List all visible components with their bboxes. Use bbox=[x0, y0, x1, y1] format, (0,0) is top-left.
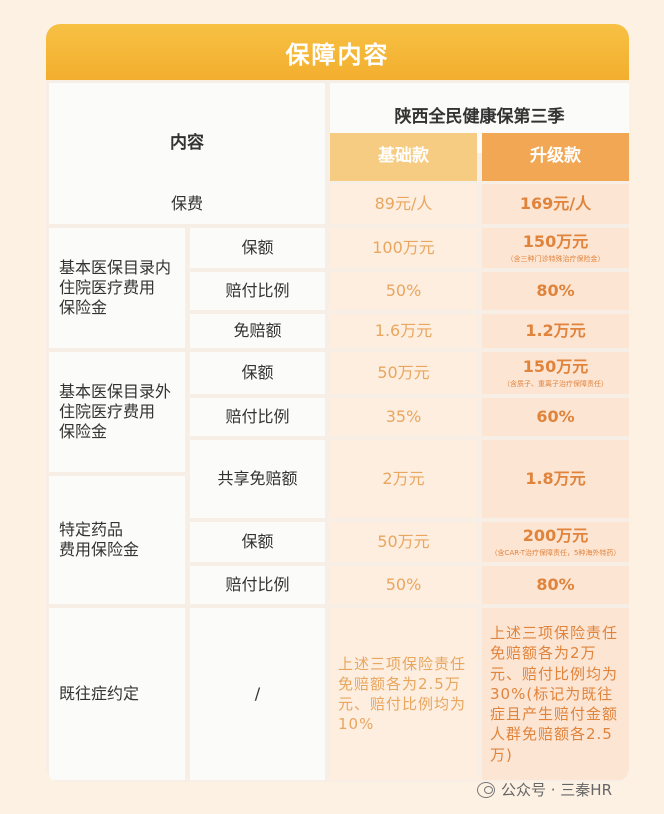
section1-coverage-upgrade-note: （含三种门诊特殊治疗保险金） bbox=[506, 255, 605, 264]
shared-deductible-label: 共享免赔额 bbox=[190, 440, 325, 518]
premium-upgrade: 169元/人 bbox=[482, 184, 629, 224]
header-upgrade-plan: 升级款 bbox=[482, 133, 629, 181]
section3-coverage-label: 保额 bbox=[190, 522, 325, 562]
section1-label: 基本医保目录内 住院医疗费用 保险金 bbox=[49, 228, 185, 348]
watermark-text: 公众号 · 三秦HR bbox=[501, 781, 613, 799]
preexisting-upgrade-text: 上述三项保险责任免赔额各为2万元、赔付比例均为30%(标记为既往症且产生赔付金额… bbox=[490, 624, 619, 764]
premium-basic: 89元/人 bbox=[330, 184, 477, 224]
section1-deductible-label: 免赔额 bbox=[190, 314, 325, 348]
section2-coverage-label: 保额 bbox=[190, 352, 325, 394]
section1-coverage-basic: 100万元 bbox=[330, 228, 477, 268]
shared-deductible-upgrade: 1.8万元 bbox=[482, 440, 629, 518]
section3-ratio-upgrade: 80% bbox=[482, 566, 629, 604]
section1-coverage-upgrade: 150万元 （含三种门诊特殊治疗保险金） bbox=[482, 228, 629, 268]
section2-coverage-basic: 50万元 bbox=[330, 352, 477, 394]
section2-ratio-upgrade: 60% bbox=[482, 398, 629, 436]
section3-coverage-basic: 50万元 bbox=[330, 522, 477, 562]
section3-ratio-basic: 50% bbox=[330, 566, 477, 604]
preexisting-basic-text: 上述三项保险责任免赔额各为2.5万元、赔付比例均为10% bbox=[338, 654, 467, 734]
preexisting-sub: / bbox=[190, 608, 325, 780]
coverage-card: 保障内容 内容 陕西全民健康保第三季 基础款 升级款 保费 89元/人 169元… bbox=[46, 24, 629, 782]
section2-coverage-upgrade-note: （含质子、重离子治疗保障责任） bbox=[503, 380, 608, 389]
section1-ratio-upgrade: 80% bbox=[482, 272, 629, 310]
section2-coverage-upgrade-value: 150万元 bbox=[522, 357, 589, 377]
section3-ratio-label: 赔付比例 bbox=[190, 566, 325, 604]
section2-label: 基本医保目录外 住院医疗费用 保险金 bbox=[49, 352, 185, 472]
section3-label: 特定药品 费用保险金 bbox=[49, 476, 185, 604]
wechat-icon bbox=[477, 781, 495, 798]
premium-label: 保费 bbox=[49, 184, 325, 224]
header-basic-plan: 基础款 bbox=[330, 133, 477, 181]
preexisting-upgrade: 上述三项保险责任免赔额各为2万元、赔付比例均为30%(标记为既往症且产生赔付金额… bbox=[482, 608, 629, 780]
shared-deductible-basic: 2万元 bbox=[330, 440, 477, 518]
section3-coverage-upgrade: 200万元 （含CAR-T治疗保障责任，5种海外特药） bbox=[482, 522, 629, 562]
section1-coverage-label: 保额 bbox=[190, 228, 325, 268]
section1-ratio-basic: 50% bbox=[330, 272, 477, 310]
section3-coverage-upgrade-value: 200万元 bbox=[522, 526, 589, 546]
preexisting-basic: 上述三项保险责任免赔额各为2.5万元、赔付比例均为10% bbox=[330, 608, 477, 780]
page-title: 保障内容 bbox=[46, 24, 629, 80]
section1-deductible-upgrade: 1.2万元 bbox=[482, 314, 629, 348]
section2-ratio-basic: 35% bbox=[330, 398, 477, 436]
section1-deductible-basic: 1.6万元 bbox=[330, 314, 477, 348]
section2-ratio-label: 赔付比例 bbox=[190, 398, 325, 436]
section1-coverage-upgrade-value: 150万元 bbox=[522, 232, 589, 252]
section2-coverage-upgrade: 150万元 （含质子、重离子治疗保障责任） bbox=[482, 352, 629, 394]
watermark: 公众号 · 三秦HR bbox=[477, 779, 612, 800]
section3-coverage-upgrade-note: （含CAR-T治疗保障责任，5种海外特药） bbox=[490, 549, 621, 558]
preexisting-label: 既往症约定 bbox=[49, 608, 185, 780]
section1-ratio-label: 赔付比例 bbox=[190, 272, 325, 310]
